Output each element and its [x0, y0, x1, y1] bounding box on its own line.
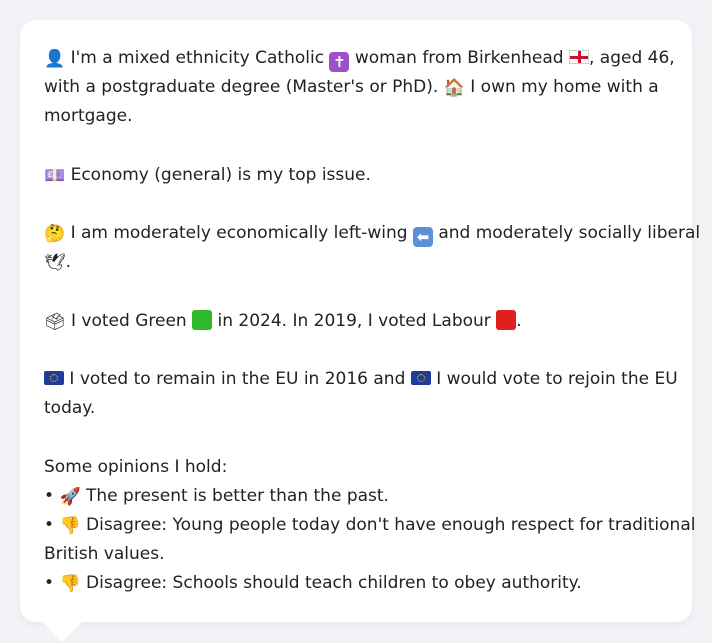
eu-flag-icon	[410, 371, 431, 385]
opinion-text: Disagree: Young people today don't have …	[86, 515, 696, 535]
opinion-text: British values.	[44, 544, 165, 564]
identity-line-2: with a postgraduate degree (Master's or …	[44, 73, 668, 102]
identity-text: woman from Birkenhead	[354, 48, 564, 68]
vote-text: in 2024. In 2019, I voted Labour	[217, 311, 491, 331]
vote-line: 🗳 I voted Green in 2024. In 2019, I vote…	[44, 307, 668, 336]
opinion-item: • 👎 Disagree: Young people today don't h…	[44, 511, 695, 540]
top-issue-line: 💷 Economy (general) is my top issue.	[44, 161, 668, 190]
eu-text: today.	[44, 398, 96, 418]
bullet: •	[44, 515, 55, 535]
bullet: •	[44, 573, 55, 593]
top-issue-text: Economy (general) is my top issue.	[70, 165, 371, 185]
eu-line-1: I voted to remain in the EU in 2016 and …	[44, 365, 678, 394]
vote-text: I voted Green	[71, 311, 187, 331]
ideology-line-1: 🤔 I am moderately economically left-wing…	[44, 219, 700, 248]
ideology-text: I am moderately economically left-wing	[70, 223, 408, 243]
england-flag-icon	[568, 50, 589, 64]
dove-icon: 🕊	[44, 253, 66, 273]
eu-text: I would vote to rejoin the EU	[436, 369, 678, 389]
identity-text: , aged 46,	[588, 48, 675, 68]
identity-text: I own my home with a	[470, 77, 659, 97]
eu-text: I voted to remain in the EU in 2016 and	[69, 369, 406, 389]
opinion-text: The present is better than the past.	[86, 486, 389, 506]
identity-text: with a postgraduate degree (Master's or …	[44, 77, 439, 97]
opinion-item: • 🚀 The present is better than the past.	[44, 482, 668, 511]
left-arrow-icon: ⬅	[412, 227, 433, 247]
vote-text: .	[516, 311, 522, 331]
opinions-heading-text: Some opinions I hold:	[44, 457, 228, 477]
opinions-heading: Some opinions I hold:	[44, 453, 668, 482]
money-icon: 💷	[44, 166, 66, 186]
opinion-item-continued: British values.	[44, 540, 668, 569]
identity-line-1: 👤 I'm a mixed ethnicity Catholic ✝ woman…	[44, 44, 675, 73]
bubble-tail	[42, 622, 82, 642]
opinion-item: • 👎 Disagree: Schools should teach child…	[44, 569, 668, 598]
ballot-box-icon: 🗳	[44, 312, 66, 332]
thinking-face-icon: 🤔	[44, 224, 66, 244]
opinion-text: Disagree: Schools should teach children …	[86, 573, 582, 593]
message-bubble: 👤 I'm a mixed ethnicity Catholic ✝ woman…	[20, 20, 700, 622]
eu-flag-icon	[44, 371, 64, 385]
green-square-icon	[192, 310, 213, 330]
bullet: •	[44, 486, 55, 506]
person-icon: 👤	[44, 49, 66, 69]
identity-text: mortgage.	[44, 106, 133, 126]
identity-line-3: mortgage.	[44, 102, 668, 131]
rocket-icon: 🚀	[59, 487, 81, 507]
latin-cross-icon: ✝	[329, 52, 350, 72]
ideology-line-2: 🕊.	[44, 248, 668, 277]
ideology-text: and moderately socially liberal	[438, 223, 701, 243]
red-square-icon	[496, 310, 517, 330]
identity-text: I'm a mixed ethnicity Catholic	[70, 48, 325, 68]
thumbs-down-icon: 👎	[59, 516, 81, 536]
thumbs-down-icon: 👎	[59, 574, 81, 594]
house-icon: 🏠	[443, 78, 465, 98]
ideology-text: .	[65, 252, 71, 272]
eu-line-2: today.	[44, 394, 668, 423]
